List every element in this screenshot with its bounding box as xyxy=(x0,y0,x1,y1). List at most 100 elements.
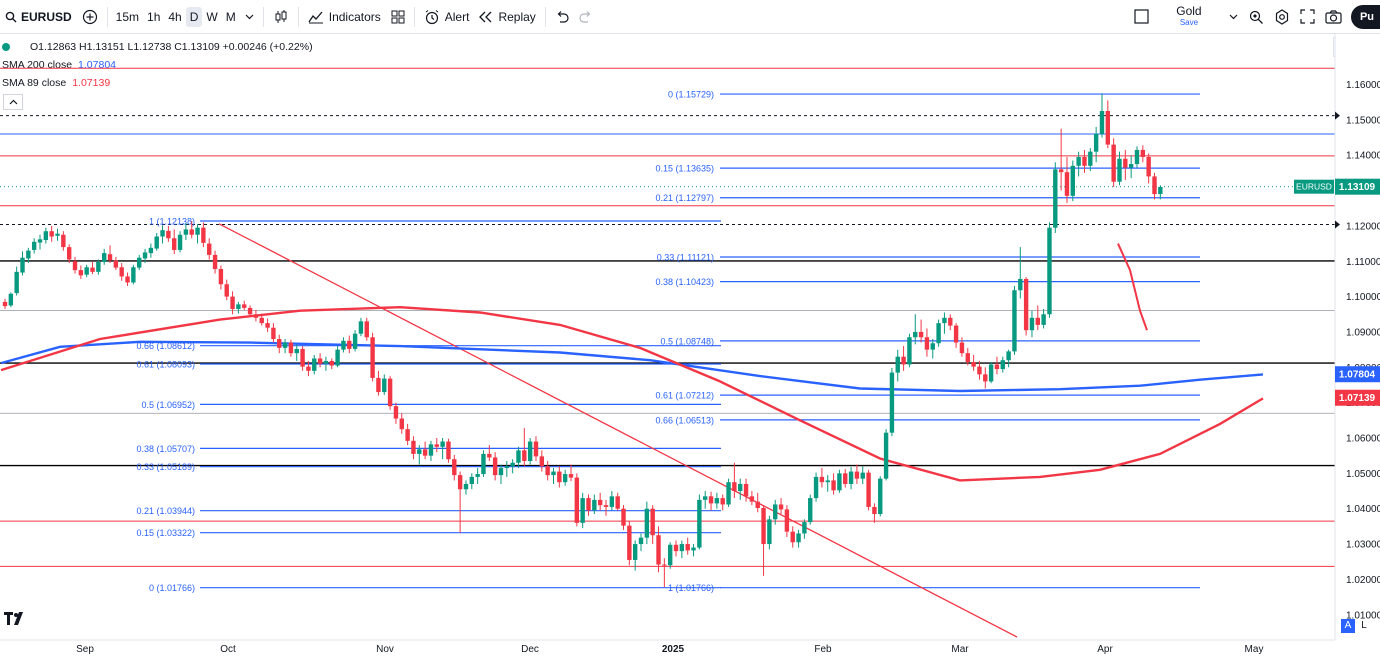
candle-body xyxy=(119,267,124,277)
candle-body xyxy=(697,499,702,548)
candle-body xyxy=(475,474,480,477)
symbol-tag-label: EURUSD xyxy=(1296,182,1332,192)
moving-averages xyxy=(0,305,1264,482)
candle-body xyxy=(1029,317,1035,331)
candle-body xyxy=(983,374,988,382)
snapshot-button[interactable] xyxy=(1320,0,1347,33)
candle-body xyxy=(685,544,690,551)
candle-body xyxy=(1105,111,1111,145)
timeframe-dropdown[interactable] xyxy=(240,0,259,33)
fib-level-label: 0.38 (1.05707) xyxy=(136,444,195,454)
candle-body xyxy=(66,247,72,260)
search-sparkle-icon xyxy=(1249,10,1263,24)
candle-body xyxy=(463,483,469,490)
candle-body xyxy=(609,496,615,507)
gold-save-button[interactable]: Gold Save xyxy=(1154,0,1224,33)
toolbar-divider xyxy=(297,6,299,27)
price-tick-label: 1.16000 xyxy=(1346,80,1380,91)
timeframe-d[interactable]: D xyxy=(185,6,203,27)
candle-body xyxy=(1035,317,1040,325)
candle-body xyxy=(1018,278,1023,291)
indicators-button[interactable]: Indicators xyxy=(303,0,386,33)
candle-body xyxy=(61,234,66,248)
candle-body xyxy=(878,478,883,515)
candle-body xyxy=(218,269,224,285)
candle-body xyxy=(253,314,259,318)
auto-scale-button[interactable]: A xyxy=(1341,619,1355,633)
candle-body xyxy=(1047,227,1052,315)
candle-body xyxy=(294,348,299,354)
last-price-value: 1.13109 xyxy=(1339,182,1376,193)
chevron-up-icon xyxy=(9,99,17,105)
candle-body xyxy=(673,544,679,552)
timeframe-15m[interactable]: 15m xyxy=(115,9,140,24)
fullscreen-button[interactable] xyxy=(1295,0,1320,33)
candle-body xyxy=(137,257,142,268)
redo-button[interactable] xyxy=(574,0,598,33)
undo-button[interactable] xyxy=(550,0,574,33)
candle-body xyxy=(749,496,755,502)
price-tick-label: 1.04000 xyxy=(1346,504,1380,515)
fib-level-label: 0.21 (1.03944) xyxy=(136,506,195,516)
market-status-dot xyxy=(2,43,10,51)
layout-toggle-button[interactable] xyxy=(1129,0,1154,33)
settings-button[interactable] xyxy=(1269,0,1295,33)
candle-body xyxy=(959,342,965,354)
timeframe-1h[interactable]: 1h xyxy=(147,9,161,24)
time-tick-label: Oct xyxy=(220,644,236,655)
candle-body xyxy=(726,482,731,505)
time-tick-label: Feb xyxy=(814,644,832,655)
timeframe-4h[interactable]: 4h xyxy=(168,9,182,24)
quick-search-button[interactable] xyxy=(1243,0,1269,33)
price-tick-label: 1.10000 xyxy=(1346,292,1380,303)
price-tick-label: 1.05000 xyxy=(1346,469,1380,480)
chart-type-button[interactable] xyxy=(268,0,294,33)
sma89-row[interactable]: SMA 89 close 1.07139 xyxy=(2,74,313,92)
alert-label: Alert xyxy=(444,9,470,24)
candle-body xyxy=(965,353,970,362)
sma200-label: SMA 200 close xyxy=(2,59,73,71)
sma200-row[interactable]: SMA 200 close 1.07804 xyxy=(2,56,313,74)
candle-body xyxy=(387,378,393,407)
square-icon xyxy=(1134,9,1149,24)
currency-selector[interactable]: USD xyxy=(1333,37,1371,57)
collapse-legend-button[interactable] xyxy=(3,94,23,110)
candle-body xyxy=(1123,158,1128,168)
candle-body xyxy=(125,276,130,283)
sma89-value: 1.07139 xyxy=(72,77,111,89)
replay-label: Replay xyxy=(498,9,536,24)
layouts-button[interactable] xyxy=(386,0,410,33)
fib-level-label: 0.33 (1.11121) xyxy=(657,252,714,262)
candle-body xyxy=(312,358,317,371)
publish-button[interactable]: Pu xyxy=(1347,0,1380,33)
timeframe-m[interactable]: M xyxy=(225,9,236,24)
chart-legend: O1.12863 H1.13151 L1.12738 C1.13109 +0.0… xyxy=(2,38,313,92)
candle-body xyxy=(784,509,790,532)
indicators-icon xyxy=(308,11,323,23)
fib-level-label: 0.33 (1.05189) xyxy=(136,462,195,472)
candle-body xyxy=(107,254,113,261)
candle-body xyxy=(422,449,428,456)
candle-body xyxy=(831,480,836,491)
price-tick-label: 1.07000 xyxy=(1346,398,1380,409)
candle-body xyxy=(802,522,807,534)
fib-level-label: 0.61 (1.08093) xyxy=(136,360,195,370)
candle-body xyxy=(761,507,766,545)
replay-button[interactable]: Replay xyxy=(474,0,540,33)
candle-body xyxy=(918,331,924,338)
candle-body xyxy=(773,504,778,520)
candle-body xyxy=(247,307,253,315)
log-scale-button[interactable]: L xyxy=(1361,620,1367,631)
timeframe-w[interactable]: W xyxy=(206,9,218,24)
compare-symbol-button[interactable] xyxy=(77,0,103,33)
candle-body xyxy=(265,323,270,328)
price-tick-label: 1.11000 xyxy=(1346,257,1380,268)
alert-button[interactable]: Alert xyxy=(419,0,475,33)
candle-body xyxy=(632,544,638,560)
candle-body xyxy=(994,364,1000,370)
save-menu-button[interactable] xyxy=(1224,0,1243,33)
candle-body xyxy=(662,564,667,566)
candle-body xyxy=(708,496,714,504)
symbol-search[interactable]: EURUSD xyxy=(0,0,77,33)
